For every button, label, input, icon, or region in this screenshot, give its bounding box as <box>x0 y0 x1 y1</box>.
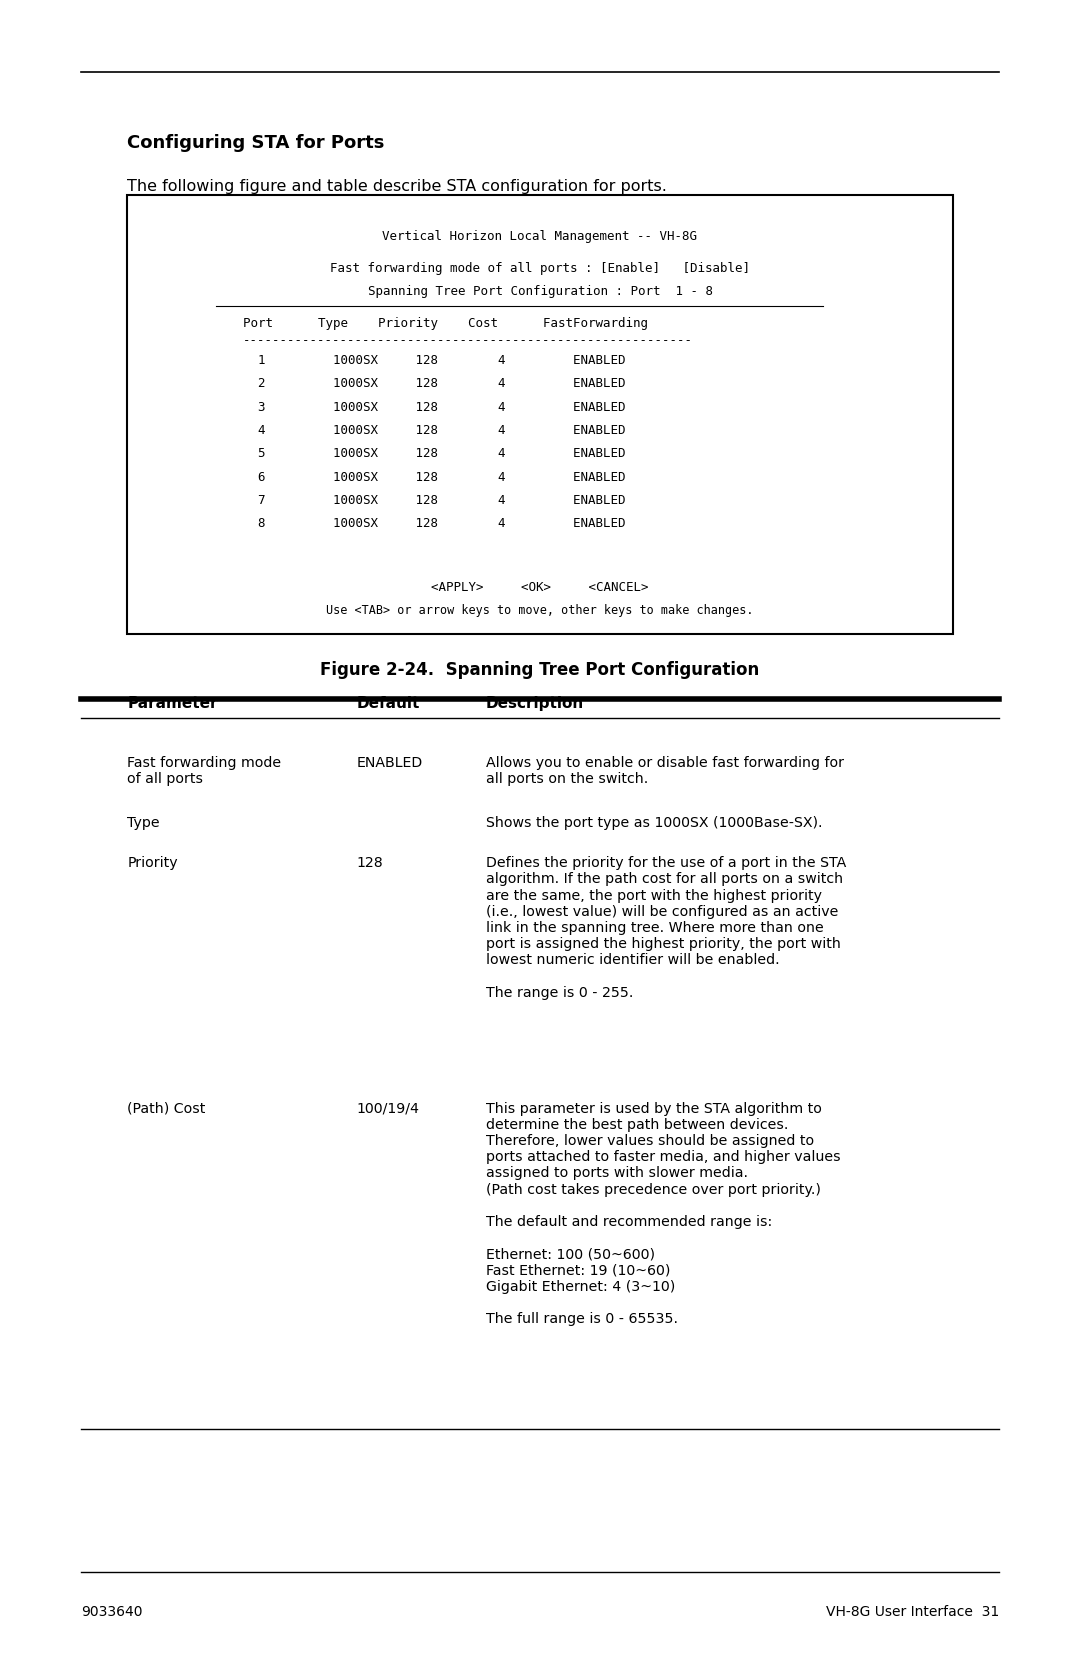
Text: Shows the port type as 1000SX (1000Base-SX).: Shows the port type as 1000SX (1000Base-… <box>486 816 823 829</box>
Text: Default: Default <box>356 696 420 711</box>
Text: 5         1000SX     128        4         ENABLED: 5 1000SX 128 4 ENABLED <box>243 447 625 461</box>
Text: <APPLY>     <OK>     <CANCEL>: <APPLY> <OK> <CANCEL> <box>431 581 649 594</box>
Text: Vertical Horizon Local Management -- VH-8G: Vertical Horizon Local Management -- VH-… <box>382 230 698 244</box>
Text: 100/19/4: 100/19/4 <box>356 1102 419 1115</box>
Text: 3         1000SX     128        4         ENABLED: 3 1000SX 128 4 ENABLED <box>243 401 625 414</box>
Text: Type: Type <box>127 816 160 829</box>
Text: Defines the priority for the use of a port in the STA
algorithm. If the path cos: Defines the priority for the use of a po… <box>486 856 847 1000</box>
Text: 9033640: 9033640 <box>81 1606 143 1619</box>
Text: Allows you to enable or disable fast forwarding for
all ports on the switch.: Allows you to enable or disable fast for… <box>486 756 843 786</box>
Text: 6         1000SX     128        4         ENABLED: 6 1000SX 128 4 ENABLED <box>243 471 625 484</box>
Text: Fast forwarding mode
of all ports: Fast forwarding mode of all ports <box>127 756 282 786</box>
Text: Description: Description <box>486 696 584 711</box>
Text: 4         1000SX     128        4         ENABLED: 4 1000SX 128 4 ENABLED <box>243 424 625 437</box>
Text: 2         1000SX     128        4         ENABLED: 2 1000SX 128 4 ENABLED <box>243 377 625 391</box>
Text: ENABLED: ENABLED <box>356 756 422 769</box>
Text: 7         1000SX     128        4         ENABLED: 7 1000SX 128 4 ENABLED <box>243 494 625 507</box>
Text: ------------------------------------------------------------: ----------------------------------------… <box>243 334 693 347</box>
Text: Parameter: Parameter <box>127 696 218 711</box>
Text: Figure 2-24.  Spanning Tree Port Configuration: Figure 2-24. Spanning Tree Port Configur… <box>321 661 759 679</box>
Text: Configuring STA for Ports: Configuring STA for Ports <box>127 134 384 152</box>
Text: VH-8G User Interface  31: VH-8G User Interface 31 <box>826 1606 999 1619</box>
Text: Spanning Tree Port Configuration : Port  1 - 8: Spanning Tree Port Configuration : Port … <box>367 285 713 299</box>
Text: Fast forwarding mode of all ports : [Enable]   [Disable]: Fast forwarding mode of all ports : [Ena… <box>330 262 750 275</box>
Text: Use <TAB> or arrow keys to move, other keys to make changes.: Use <TAB> or arrow keys to move, other k… <box>326 604 754 618</box>
Text: 128: 128 <box>356 856 383 870</box>
Text: 8         1000SX     128        4         ENABLED: 8 1000SX 128 4 ENABLED <box>243 517 625 531</box>
Text: The following figure and table describe STA configuration for ports.: The following figure and table describe … <box>127 179 667 194</box>
Text: This parameter is used by the STA algorithm to
determine the best path between d: This parameter is used by the STA algori… <box>486 1102 840 1327</box>
Text: Port      Type    Priority    Cost      FastForwarding: Port Type Priority Cost FastForwarding <box>243 317 648 330</box>
Text: (Path) Cost: (Path) Cost <box>127 1102 206 1115</box>
Text: Priority: Priority <box>127 856 178 870</box>
Text: 1         1000SX     128        4         ENABLED: 1 1000SX 128 4 ENABLED <box>243 354 625 367</box>
FancyBboxPatch shape <box>127 195 953 634</box>
